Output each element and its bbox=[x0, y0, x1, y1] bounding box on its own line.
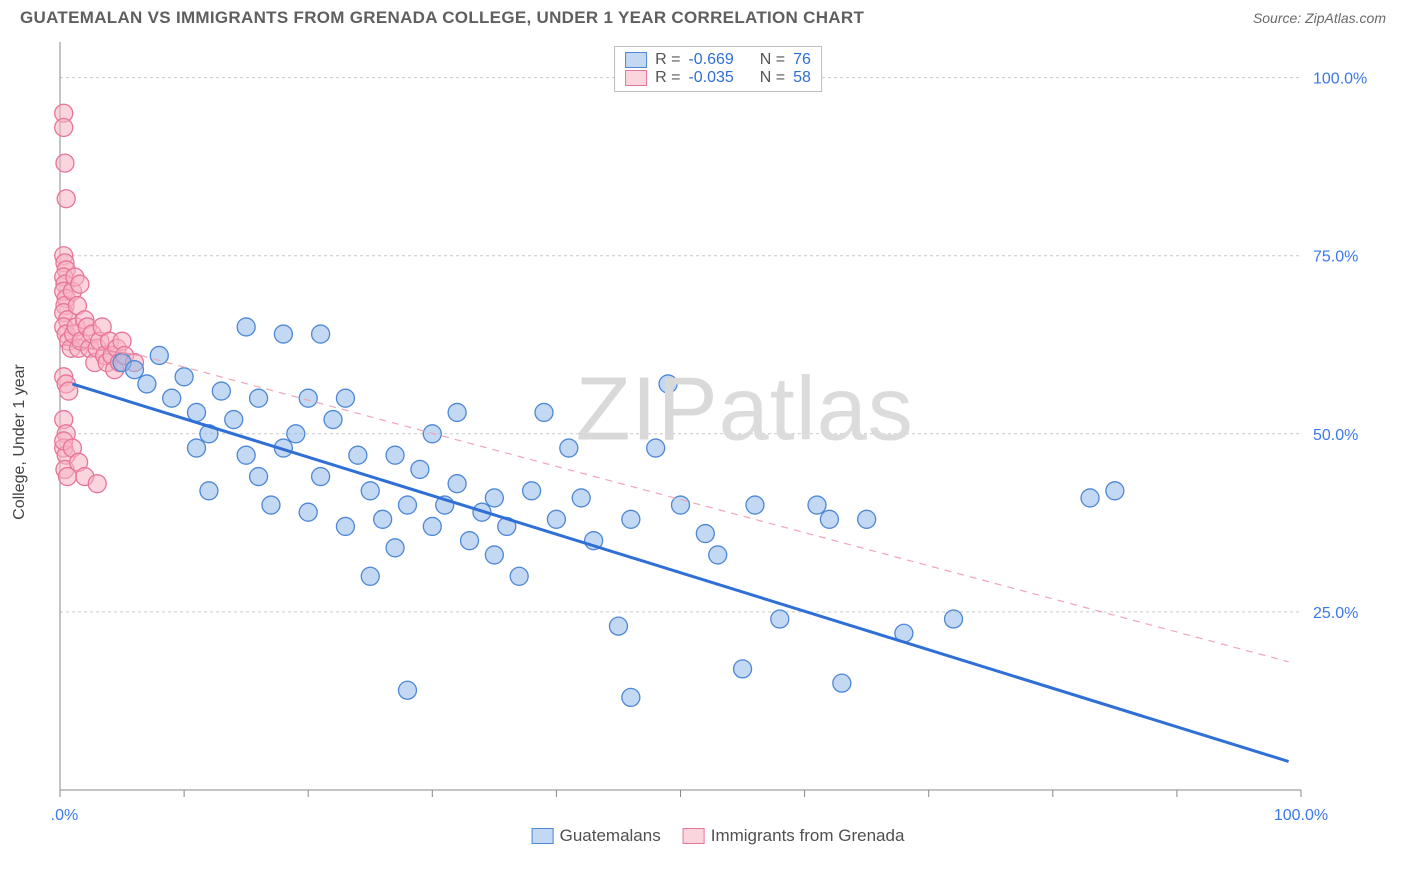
scatter-plot: 25.0% 50.0% 75.0% 100.0% 0.0% 100.0% bbox=[50, 42, 1386, 842]
n-value: 76 bbox=[793, 51, 811, 69]
legend-swatch-blue bbox=[532, 828, 554, 844]
chart-title: GUATEMALAN VS IMMIGRANTS FROM GRENADA CO… bbox=[20, 8, 864, 28]
legend-item: Guatemalans bbox=[532, 826, 661, 846]
r-value: -0.035 bbox=[688, 69, 733, 87]
source-label: Source: ZipAtlas.com bbox=[1253, 10, 1386, 26]
series-legend: Guatemalans Immigrants from Grenada bbox=[532, 826, 905, 846]
legend-row: R = -0.669 N = 76 bbox=[625, 51, 811, 69]
legend-label: Guatemalans bbox=[560, 826, 661, 846]
correlation-legend: R = -0.669 N = 76 R = -0.035 N = 58 bbox=[614, 46, 822, 92]
y-axis-label: College, Under 1 year bbox=[11, 364, 29, 520]
svg-text:0.0%: 0.0% bbox=[50, 807, 78, 824]
r-label: R = bbox=[655, 51, 680, 69]
n-label: N = bbox=[760, 69, 785, 87]
legend-swatch-blue bbox=[625, 52, 647, 68]
svg-text:75.0%: 75.0% bbox=[1313, 249, 1358, 266]
chart-area: College, Under 1 year 25.0%50.0%75.0%100… bbox=[50, 42, 1386, 842]
r-value: -0.669 bbox=[688, 51, 733, 69]
legend-label: Immigrants from Grenada bbox=[711, 826, 905, 846]
legend-swatch-pink bbox=[683, 828, 705, 844]
svg-text:25.0%: 25.0% bbox=[1313, 605, 1358, 622]
r-label: R = bbox=[655, 69, 680, 87]
svg-text:100.0%: 100.0% bbox=[1274, 807, 1328, 824]
n-label: N = bbox=[760, 51, 785, 69]
svg-text:50.0%: 50.0% bbox=[1313, 427, 1358, 444]
legend-row: R = -0.035 N = 58 bbox=[625, 69, 811, 87]
svg-text:100.0%: 100.0% bbox=[1313, 71, 1367, 88]
n-value: 58 bbox=[793, 69, 811, 87]
legend-swatch-pink bbox=[625, 70, 647, 86]
legend-item: Immigrants from Grenada bbox=[683, 826, 905, 846]
